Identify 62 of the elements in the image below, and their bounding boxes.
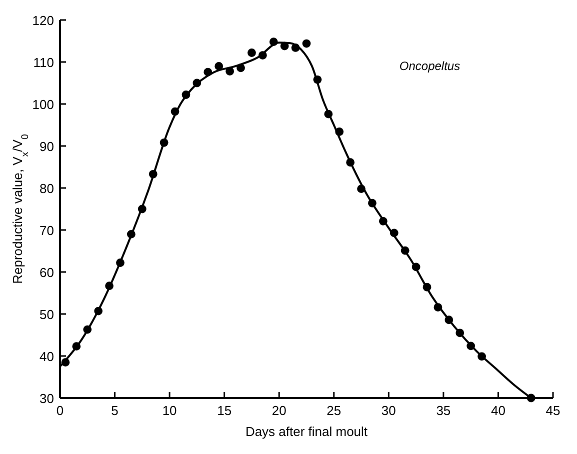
x-tick-label: 5 — [111, 403, 118, 418]
point — [291, 44, 300, 52]
y-tick-label: 30 — [40, 391, 54, 406]
point — [258, 51, 267, 60]
y-tick-label: 80 — [40, 181, 54, 196]
point — [61, 358, 70, 366]
point — [170, 107, 180, 116]
point — [83, 325, 92, 334]
point — [72, 342, 81, 351]
y-tick-label: 120 — [32, 13, 54, 28]
point — [138, 204, 146, 214]
point — [94, 306, 103, 316]
point — [434, 303, 442, 312]
point — [302, 39, 311, 48]
point — [526, 394, 536, 402]
x-tick-label: 40 — [490, 403, 506, 418]
y-tick-label: 110 — [33, 55, 54, 70]
point — [116, 258, 124, 267]
x-tick-label: 45 — [546, 403, 560, 418]
point — [204, 68, 212, 76]
point — [400, 246, 410, 255]
x-tick-label: 25 — [326, 403, 342, 418]
point — [478, 352, 486, 361]
point — [357, 184, 366, 194]
y-tick-label: 60 — [40, 265, 54, 280]
annotation: Oncopeltus — [399, 59, 460, 73]
point — [324, 110, 333, 118]
point — [444, 316, 454, 324]
x-tick-label: 30 — [381, 403, 396, 418]
point — [313, 75, 322, 84]
point — [127, 230, 136, 238]
x-tick-label: 20 — [272, 403, 286, 418]
point — [226, 67, 234, 76]
point — [390, 228, 398, 238]
point — [368, 198, 376, 208]
point — [335, 128, 344, 136]
x-tick-label: 35 — [436, 403, 451, 418]
y-tick-label: 40 — [40, 349, 54, 364]
point — [248, 48, 256, 57]
point — [422, 282, 432, 292]
point — [456, 328, 464, 338]
point — [378, 216, 388, 226]
point — [280, 42, 289, 50]
y-tick-label: 50 — [40, 307, 54, 322]
point — [412, 262, 420, 272]
x-tick-label: 15 — [217, 403, 232, 418]
x-axis-title: Days after final moult — [245, 424, 368, 439]
point — [269, 38, 278, 46]
point — [148, 170, 158, 178]
point — [192, 78, 202, 88]
point — [105, 282, 114, 290]
x-tick-label: 0 — [56, 403, 64, 418]
y-tick-label: 90 — [40, 139, 54, 154]
point — [182, 90, 190, 99]
y-tick-label: 70 — [40, 223, 54, 238]
x-tick-label: 10 — [162, 403, 177, 418]
point — [466, 342, 476, 350]
y-tick-label: 100 — [32, 97, 54, 112]
point — [346, 158, 355, 167]
point — [160, 138, 168, 147]
point — [214, 62, 224, 70]
point — [236, 64, 245, 72]
